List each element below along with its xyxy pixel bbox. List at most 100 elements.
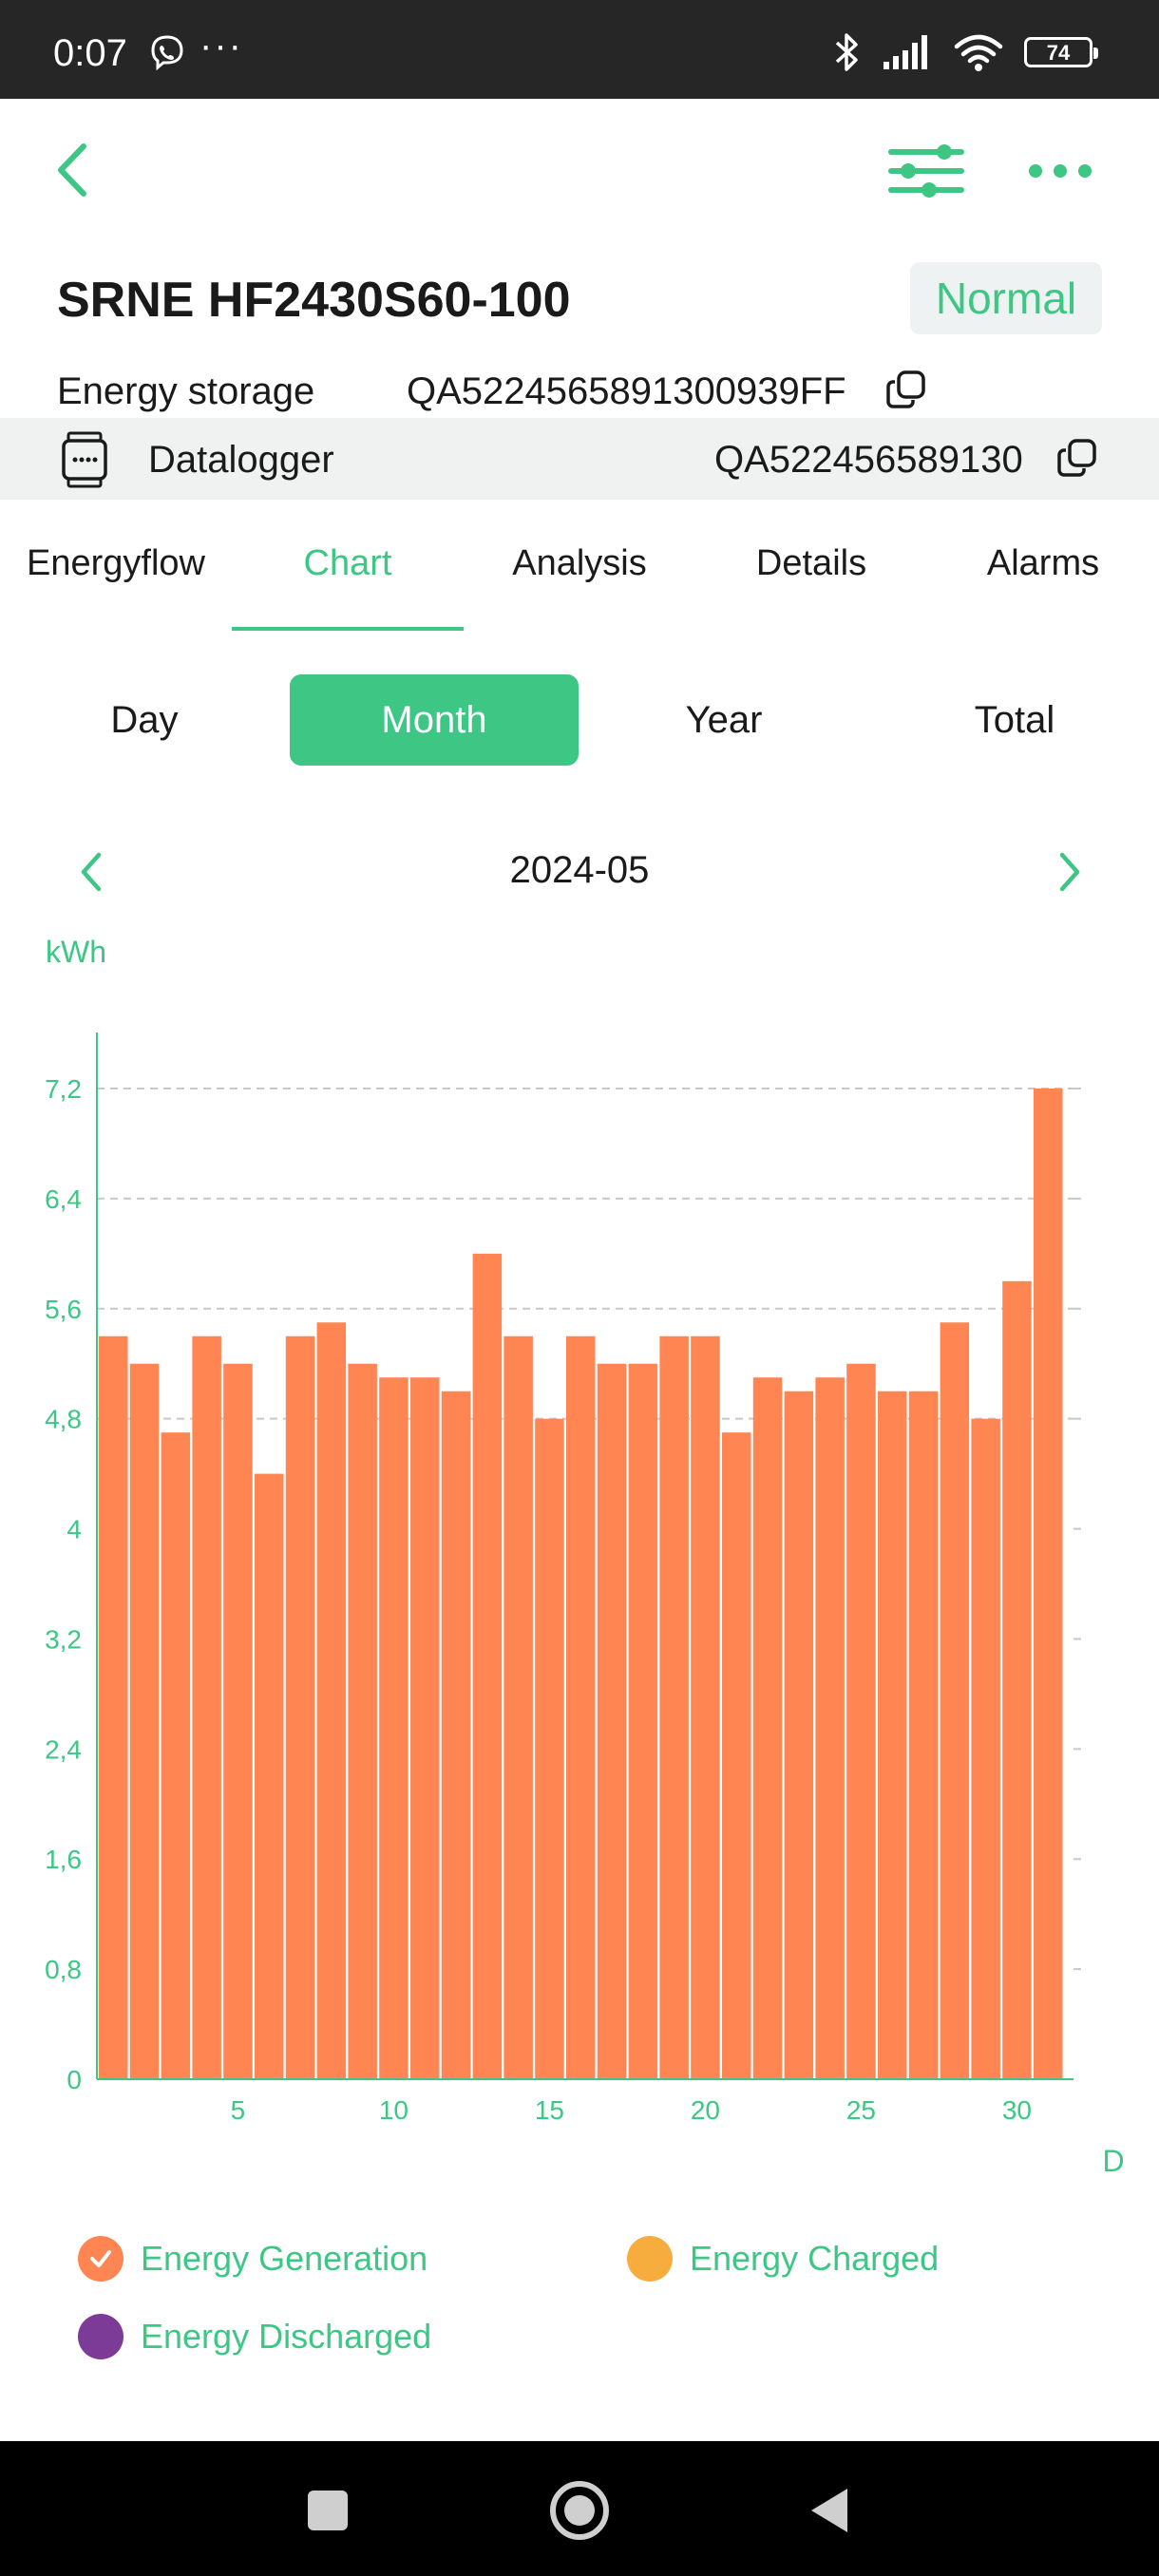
x-tick-label: 25	[846, 2095, 876, 2125]
tab-alarms[interactable]: Alarms	[986, 543, 1100, 583]
datalogger-serial: QA522456589130	[714, 439, 1023, 481]
bar-energy-generation[interactable]	[1002, 1280, 1032, 2079]
viber-icon	[151, 35, 183, 71]
legend-energy-discharged[interactable]: Energy Discharged	[78, 2308, 431, 2365]
bar-energy-generation[interactable]	[535, 1418, 564, 2079]
tab-chart[interactable]: Chart	[303, 543, 392, 583]
copy-icon[interactable]	[885, 369, 927, 410]
back-chevron-icon[interactable]	[48, 137, 101, 203]
y-tick-label: 4	[66, 1515, 82, 1544]
bar-energy-generation[interactable]	[379, 1377, 408, 2079]
bar-energy-generation[interactable]	[752, 1377, 783, 2079]
x-tick-label: 30	[1002, 2095, 1032, 2125]
system-navigation-bar	[0, 2441, 1159, 2576]
bar-energy-generation[interactable]	[940, 1322, 970, 2079]
bar-energy-generation[interactable]	[410, 1377, 440, 2079]
status-time: 0:07	[53, 32, 127, 74]
bar-energy-generation[interactable]	[784, 1391, 814, 2079]
bar-energy-generation[interactable]	[1034, 1089, 1063, 2079]
y-tick-label: 1,6	[45, 1845, 82, 1874]
x-axis-unit-label: D	[1102, 2144, 1124, 2178]
tab-bar: Energyflow Chart Analysis Details Alarms	[0, 532, 1159, 631]
bar-energy-generation[interactable]	[348, 1363, 377, 2079]
energy-storage-row: Energy storage QA5224565891300939FF	[57, 369, 1102, 416]
bar-energy-generation[interactable]	[129, 1363, 160, 2079]
date-navigator: 2024-05	[0, 836, 1159, 912]
bar-energy-generation[interactable]	[316, 1322, 347, 2079]
bar-energy-generation[interactable]	[815, 1377, 845, 2079]
prev-month-chevron-icon[interactable]	[74, 849, 108, 895]
energy-bar-chart: 0 0,8 1,6 2,4 3,2 4 4,8 5,6 6,4 7,2 5 10 15 20 25 30 D	[45, 1032, 1125, 2178]
bar-energy-generation[interactable]	[192, 1335, 221, 2079]
battery-level: 74	[1046, 41, 1071, 65]
y-tick-label: 3,2	[45, 1624, 82, 1654]
legend-energy-generation[interactable]: Energy Generation	[78, 2230, 428, 2287]
period-day-button[interactable]: Day	[110, 699, 179, 741]
bar-energy-generation[interactable]	[971, 1418, 1000, 2079]
signal-icon	[884, 35, 927, 69]
legend-energy-charged[interactable]: Energy Charged	[627, 2230, 939, 2287]
datalogger-icon	[62, 431, 107, 488]
tab-active-indicator	[232, 627, 464, 631]
y-tick-label: 5,6	[45, 1295, 82, 1324]
bar-energy-generation[interactable]	[504, 1335, 533, 2079]
battery-icon: 74	[1024, 37, 1098, 67]
energy-storage-serial: QA5224565891300939FF	[407, 370, 846, 412]
device-title: SRNE HF2430S60-100	[57, 273, 571, 328]
period-total-button[interactable]: Total	[974, 699, 1055, 741]
bar-energy-generation[interactable]	[223, 1363, 253, 2079]
tab-details[interactable]: Details	[755, 543, 867, 583]
period-month-button[interactable]: Month	[290, 674, 579, 766]
bar-energy-generation[interactable]	[255, 1473, 284, 2079]
tab-analysis[interactable]: Analysis	[512, 543, 647, 583]
bar-energy-generation[interactable]	[846, 1363, 876, 2079]
more-dots-icon[interactable]	[1026, 144, 1094, 198]
bar-energy-generation[interactable]	[597, 1363, 627, 2079]
copy-icon[interactable]	[1056, 437, 1098, 479]
legend-generation-swatch	[78, 2236, 124, 2282]
datalogger-label: Datalogger	[148, 439, 334, 481]
bar-energy-generation[interactable]	[441, 1391, 471, 2079]
bar-energy-generation[interactable]	[566, 1335, 596, 2079]
x-tick-label: 15	[535, 2095, 564, 2125]
bluetooth-icon	[835, 33, 858, 71]
y-tick-label: 4,8	[45, 1405, 82, 1434]
recents-square-icon[interactable]	[294, 2477, 361, 2544]
y-tick-label: 0,8	[45, 1955, 82, 1984]
bar-energy-generation[interactable]	[472, 1253, 503, 2079]
legend-charged-swatch	[627, 2236, 673, 2282]
y-tick-label: 2,4	[45, 1734, 82, 1764]
next-month-chevron-icon[interactable]	[1053, 849, 1087, 895]
x-tick-label: 5	[231, 2095, 246, 2125]
legend-discharged-label: Energy Discharged	[141, 2317, 432, 2356]
legend-discharged-swatch	[78, 2314, 124, 2359]
bar-energy-generation[interactable]	[285, 1335, 315, 2079]
status-more-icon: ···	[200, 25, 243, 66]
datalogger-row: Datalogger QA522456589130	[0, 418, 1159, 500]
bar-energy-generation[interactable]	[161, 1432, 191, 2079]
sliders-icon[interactable]	[887, 141, 965, 201]
x-tick-label: 10	[379, 2095, 408, 2125]
current-period-label[interactable]: 2024-05	[509, 849, 650, 891]
bar-energy-generation[interactable]	[659, 1335, 689, 2079]
y-tick-label: 7,2	[45, 1074, 82, 1104]
bar-energy-generation[interactable]	[99, 1335, 128, 2079]
bar-energy-generation[interactable]	[722, 1432, 751, 2079]
app-header	[0, 99, 1159, 232]
y-tick-label: 0	[66, 2065, 82, 2094]
period-year-button[interactable]: Year	[685, 699, 763, 741]
bar-energy-generation[interactable]	[628, 1363, 658, 2079]
x-tick-label: 20	[691, 2095, 720, 2125]
y-tick-label: 6,4	[45, 1184, 82, 1214]
energy-storage-label: Energy storage	[57, 370, 315, 412]
legend-charged-label: Energy Charged	[690, 2239, 940, 2278]
chart-unit-label: kWh	[46, 935, 106, 969]
bar-energy-generation[interactable]	[691, 1335, 720, 2079]
wifi-icon	[954, 34, 1003, 71]
back-triangle-icon[interactable]	[798, 2477, 864, 2544]
home-circle-icon[interactable]	[546, 2477, 613, 2544]
status-badge: Normal	[910, 262, 1102, 334]
bar-energy-generation[interactable]	[908, 1391, 939, 2079]
bar-energy-generation[interactable]	[878, 1391, 907, 2079]
tab-energyflow[interactable]: Energyflow	[27, 543, 205, 583]
